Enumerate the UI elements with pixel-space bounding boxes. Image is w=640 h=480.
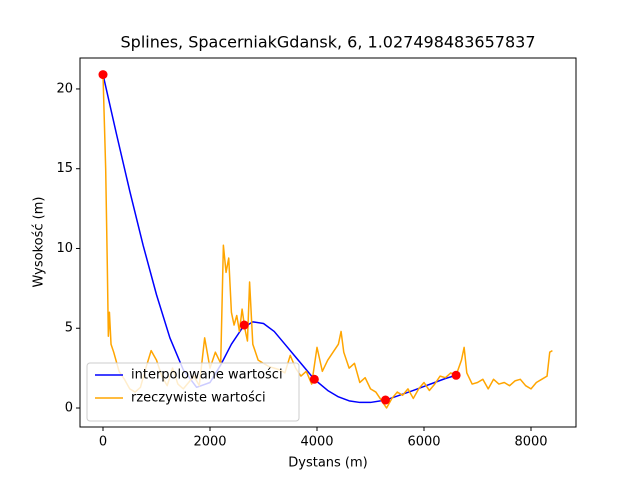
y-tick-label: 0 xyxy=(65,401,73,416)
x-tick-label: 2000 xyxy=(193,435,226,450)
point xyxy=(451,370,461,380)
point xyxy=(239,320,249,330)
legend-box xyxy=(86,362,300,422)
plot-frame xyxy=(79,57,577,428)
x-axis-label: Dystans (m) xyxy=(288,456,368,471)
legend-label: interpolowane wartości xyxy=(131,368,283,383)
x-tick-label: 8000 xyxy=(514,435,547,450)
x-tick-label: 6000 xyxy=(407,435,440,450)
point xyxy=(309,374,319,384)
y-tick-label: 5 xyxy=(65,321,73,336)
chart-title: Splines, SpacerniakGdansk, 6, 1.02749848… xyxy=(121,33,536,52)
x-tick-label: 0 xyxy=(99,435,107,450)
y-tick-label: 20 xyxy=(56,81,73,96)
y-tick-label: 10 xyxy=(56,241,73,256)
point xyxy=(98,70,108,80)
x-tick-label: 4000 xyxy=(300,435,333,450)
y-axis-label: Wysokość (m) xyxy=(32,197,47,288)
point xyxy=(380,395,390,405)
y-tick-label: 15 xyxy=(56,161,73,176)
line xyxy=(102,74,457,404)
legend-label: rzeczywiste wartości xyxy=(131,391,266,406)
